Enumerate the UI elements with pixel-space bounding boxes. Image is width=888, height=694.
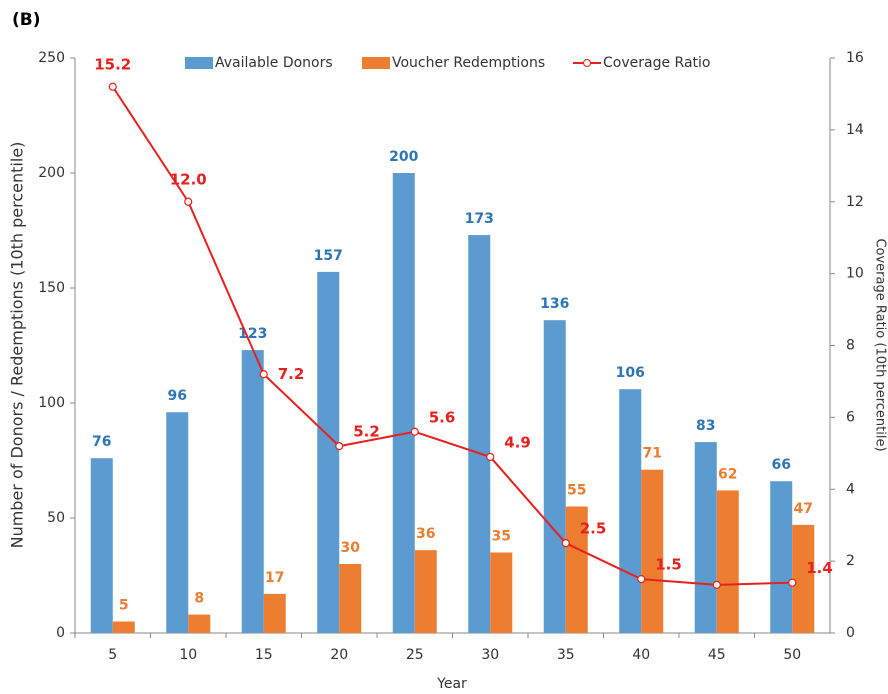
- line-value-label: 15.2: [94, 55, 131, 73]
- y2-tick-label: 6: [846, 409, 855, 425]
- bar-value-label: 17: [265, 570, 284, 586]
- y2-axis-label: Coverage Ratio (10th percentile): [873, 238, 888, 451]
- bar: [263, 593, 286, 633]
- bar: [716, 490, 739, 633]
- line-value-label: 4.9: [504, 433, 531, 451]
- bar-value-label: 8: [194, 591, 204, 607]
- bar: [490, 552, 513, 633]
- bar: [543, 320, 566, 633]
- x-axis-label: Year: [436, 676, 467, 692]
- bar: [188, 614, 211, 633]
- bar: [339, 564, 362, 633]
- line-value-label: 1.4: [806, 559, 833, 577]
- line-marker: [712, 580, 721, 589]
- y-tick-label: 250: [38, 50, 65, 66]
- line-marker: [259, 370, 268, 379]
- line-marker: [184, 197, 193, 206]
- y2-tick-label: 10: [846, 266, 864, 282]
- bar: [694, 442, 717, 633]
- bar: [392, 173, 415, 633]
- x-tick-label: 45: [708, 647, 726, 663]
- legend-label: Available Donors: [215, 55, 333, 71]
- y-tick-label: 50: [47, 510, 65, 526]
- bar-value-label: 47: [794, 501, 813, 517]
- x-tick-label: 50: [783, 647, 801, 663]
- line-marker: [335, 442, 344, 451]
- y-tick-label: 200: [38, 165, 65, 181]
- y2-tick-label: 4: [846, 481, 855, 497]
- y-tick-label: 150: [38, 280, 65, 296]
- bar: [241, 350, 264, 633]
- bar-value-label: 200: [389, 149, 418, 165]
- legend-marker: [583, 59, 591, 67]
- line-value-label: 12.0: [170, 170, 207, 188]
- x-tick-label: 25: [406, 647, 424, 663]
- line-value-label: 5.2: [353, 423, 380, 441]
- y-tick-label: 100: [38, 395, 65, 411]
- line-marker: [788, 578, 797, 587]
- bar: [112, 621, 135, 633]
- bar: [770, 481, 793, 633]
- bar-value-label: 106: [616, 365, 645, 381]
- y2-tick-label: 12: [846, 194, 864, 210]
- bar-value-label: 136: [540, 296, 569, 312]
- line-value-label: 7.2: [278, 365, 305, 383]
- bar-value-label: 5: [119, 598, 129, 614]
- x-tick-label: 35: [557, 647, 575, 663]
- line-value-label: 2.5: [580, 520, 607, 538]
- bar-value-label: 123: [238, 326, 267, 342]
- chart-title: (B): [12, 10, 41, 30]
- bar-value-label: 62: [718, 466, 737, 482]
- y-tick-label: 0: [56, 625, 65, 641]
- line-marker: [637, 574, 646, 584]
- line-marker: [561, 539, 570, 548]
- x-tick-label: 40: [632, 647, 650, 663]
- line-value-label: 1.5: [655, 556, 682, 574]
- bar-value-label: 76: [92, 434, 111, 450]
- bar: [641, 469, 664, 633]
- legend-label: Coverage Ratio: [603, 55, 710, 71]
- line-marker: [108, 82, 117, 91]
- y2-tick-label: 2: [846, 553, 855, 569]
- line-marker: [410, 427, 419, 436]
- line: [111, 86, 793, 586]
- bar-value-label: 83: [696, 418, 715, 434]
- y-axis-label: Number of Donors / Redemptions (10th per…: [8, 142, 27, 549]
- legend-swatch: [185, 57, 213, 69]
- y2-tick-label: 14: [846, 122, 864, 138]
- legend-swatch: [362, 57, 390, 69]
- bar-value-label: 173: [465, 211, 494, 227]
- line-value-label: 5.6: [429, 408, 456, 426]
- bar: [90, 458, 113, 633]
- x-tick-label: 10: [179, 647, 197, 663]
- bar-value-label: 157: [314, 248, 343, 264]
- bar-value-label: 66: [772, 457, 791, 473]
- bar-value-label: 71: [643, 446, 662, 462]
- bar: [414, 550, 437, 633]
- bar: [468, 235, 491, 633]
- bar-value-label: 35: [492, 529, 511, 545]
- x-tick-label: 15: [255, 647, 273, 663]
- bar: [565, 506, 588, 633]
- legend-label: Voucher Redemptions: [392, 55, 545, 71]
- bar: [792, 524, 815, 633]
- bar: [619, 389, 642, 633]
- bar: [166, 412, 189, 633]
- x-tick-label: 20: [330, 647, 348, 663]
- bar-value-label: 96: [168, 388, 187, 404]
- bar-value-label: 55: [567, 483, 586, 499]
- x-tick-label: 30: [481, 647, 499, 663]
- y2-tick-label: 0: [846, 625, 855, 641]
- line-marker: [486, 452, 495, 462]
- x-tick-label: 5: [108, 647, 117, 663]
- bar-value-label: 30: [341, 540, 361, 556]
- y2-tick-label: 16: [846, 50, 864, 66]
- bar: [317, 271, 340, 633]
- bar-value-label: 36: [416, 526, 435, 542]
- y2-tick-label: 8: [846, 338, 855, 354]
